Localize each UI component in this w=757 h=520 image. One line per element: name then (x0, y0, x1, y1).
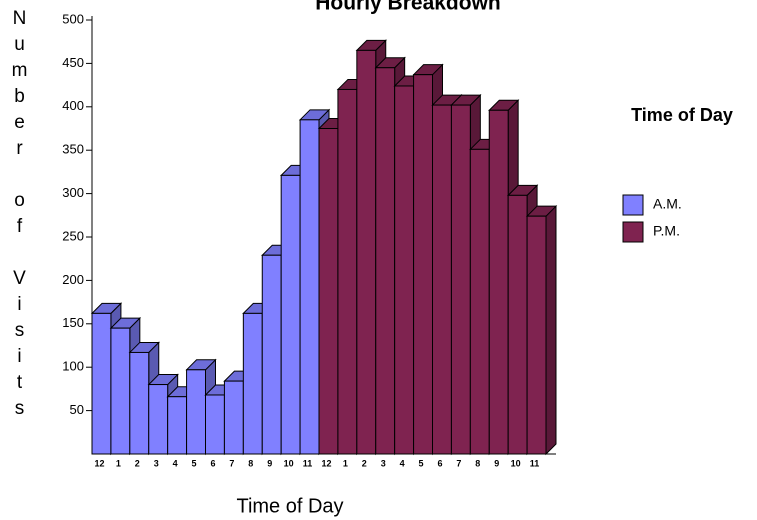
bar (261, 254, 282, 455)
x-tick-label: 5 (192, 458, 197, 468)
x-tick-label: 6 (437, 458, 442, 468)
bar (413, 74, 434, 455)
bar (242, 312, 263, 455)
x-tick-label: 11 (530, 458, 540, 468)
bar (223, 380, 244, 455)
y-tick-label: 300 (62, 185, 84, 200)
bar (450, 104, 471, 455)
x-tick-label: 12 (321, 458, 331, 468)
legend-label: P.M. (653, 223, 680, 239)
bar (432, 104, 452, 455)
x-tick-label: 2 (135, 458, 140, 468)
bar (318, 128, 339, 455)
bar (488, 109, 509, 455)
x-tick-label: 4 (400, 458, 405, 468)
x-tick-label: 5 (419, 458, 424, 468)
bar (299, 119, 320, 455)
bar (526, 215, 547, 455)
legend-swatch (622, 194, 644, 216)
x-tick-label: 7 (229, 458, 234, 468)
bar (167, 396, 188, 455)
y-tick-label: 200 (62, 272, 84, 287)
x-tick-label: 10 (284, 458, 294, 468)
bar (91, 312, 112, 455)
y-tick-label: 350 (62, 142, 84, 157)
x-axis-label: Time of Day (236, 495, 343, 517)
y-tick-label: 500 (62, 11, 84, 26)
x-tick-label: 10 (511, 458, 521, 468)
x-tick-label: 3 (154, 458, 159, 468)
x-tick-label: 8 (248, 458, 253, 468)
bar (280, 174, 301, 455)
x-tick-label: 8 (475, 458, 480, 468)
x-tick-label: 9 (494, 458, 499, 468)
legend-label: A.M. (653, 196, 682, 212)
bar-side (545, 204, 557, 456)
legend-swatch (622, 221, 644, 243)
x-tick-label: 6 (210, 458, 215, 468)
legend-title: Time of Day (631, 105, 733, 125)
x-tick-label: 1 (343, 458, 348, 468)
x-tick-label: 3 (381, 458, 386, 468)
bar (375, 67, 396, 455)
y-tick-label: 450 (62, 55, 84, 70)
y-axis-label: Number of Visits (9, 8, 30, 424)
bar (148, 384, 169, 455)
y-tick-label: 250 (62, 228, 84, 243)
x-tick-label: 1 (116, 458, 121, 468)
bar (337, 88, 358, 455)
bar (110, 327, 131, 455)
bar (507, 194, 528, 455)
y-tick-label: 50 (70, 402, 84, 417)
y-tick-label: 400 (62, 98, 84, 113)
bar (205, 394, 225, 455)
x-tick-label: 7 (456, 458, 461, 468)
y-tick-label: 100 (62, 359, 84, 374)
x-tick-label: 2 (362, 458, 367, 468)
chart-title: Hourly Breakdown (315, 0, 501, 15)
x-tick-label: 4 (173, 458, 178, 468)
x-tick-label: 9 (267, 458, 272, 468)
bar (394, 85, 415, 455)
bar (469, 148, 490, 455)
bar (186, 369, 206, 455)
x-tick-label: 11 (303, 458, 313, 468)
bar (129, 351, 150, 455)
bar (356, 49, 377, 455)
x-tick-label: 12 (94, 458, 104, 468)
y-tick-label: 150 (62, 315, 84, 330)
